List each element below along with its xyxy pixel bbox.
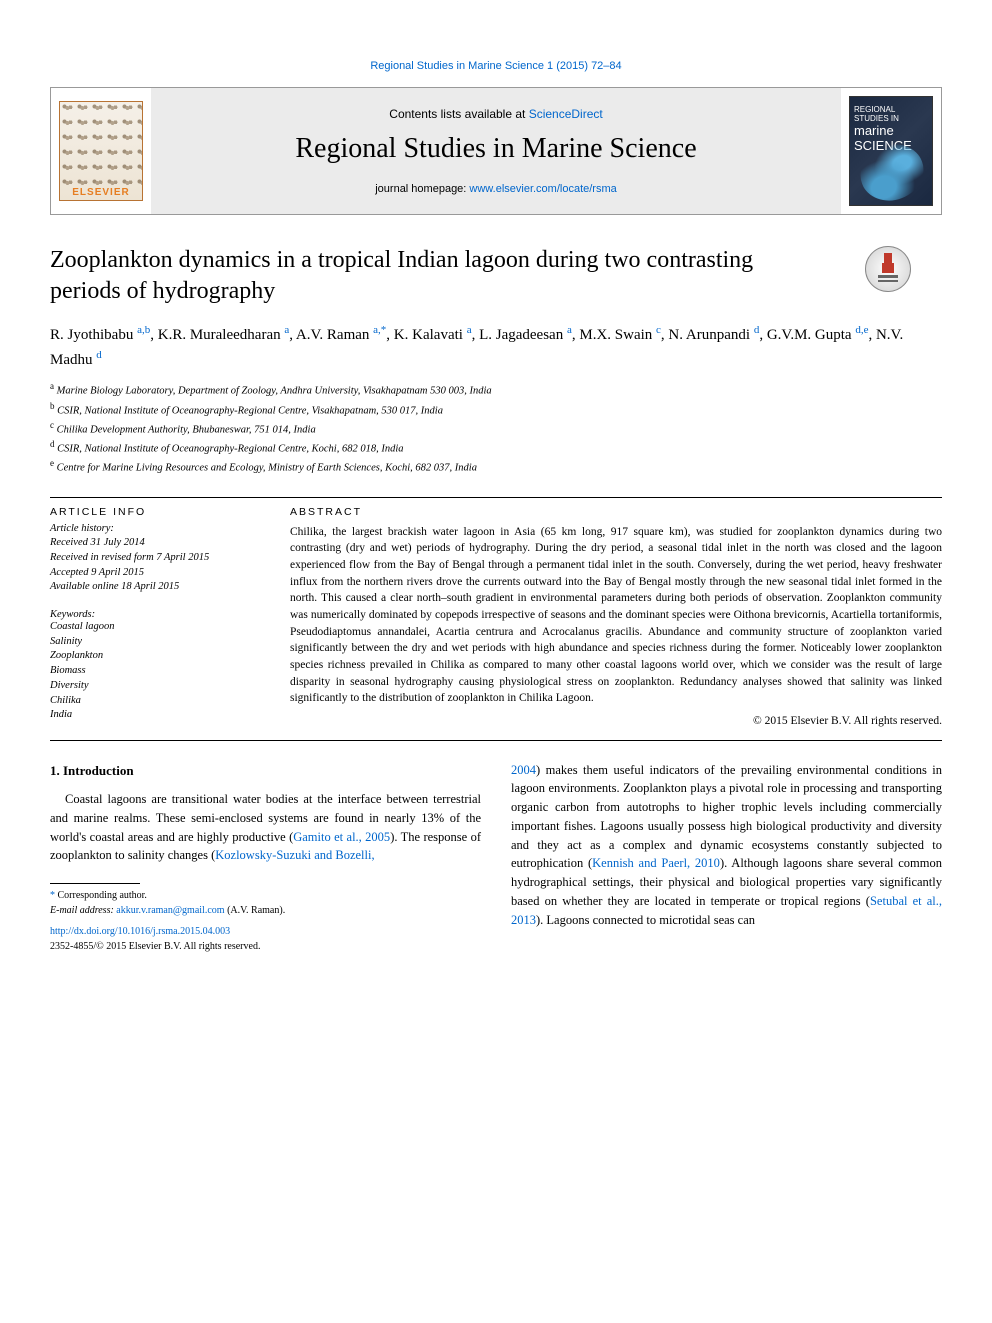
cover-big1: marine [854,123,928,138]
article-title: Zooplankton dynamics in a tropical India… [50,245,800,307]
footnotes: * Corresponding author. E-mail address: … [50,883,481,918]
abstract-heading: ABSTRACT [290,506,942,518]
section-number: 1. [50,763,60,778]
homepage-line: journal homepage: www.elsevier.com/locat… [375,183,617,195]
homepage-link[interactable]: www.elsevier.com/locate/rsma [469,183,616,195]
masthead-center: Contents lists available at ScienceDirec… [151,88,841,214]
email-label: E-mail address: [50,905,114,916]
cover-small-text: REGIONAL STUDIES IN [854,105,899,123]
abstract-text: Chilika, the largest brackish water lago… [290,524,942,707]
abstract-copyright: © 2015 Elsevier B.V. All rights reserved… [290,713,942,730]
doi-block: http://dx.doi.org/10.1016/j.rsma.2015.04… [50,924,481,954]
elsevier-logo-text: ELSEVIER [60,185,142,200]
rights-line: 2352-4855/© 2015 Elsevier B.V. All right… [50,941,260,952]
divider-bottom [50,740,942,741]
email-line: E-mail address: akkur.v.raman@gmail.com … [50,903,481,918]
journal-cover-thumb[interactable]: REGIONAL STUDIES IN marine SCIENCE [849,96,933,206]
corr-text: Corresponding author. [58,890,147,901]
title-block: Zooplankton dynamics in a tropical India… [50,245,942,307]
section-heading: 1. Introduction [50,761,481,781]
cover-cell: REGIONAL STUDIES IN marine SCIENCE [841,88,941,214]
journal-name: Regional Studies in Marine Science [295,133,696,165]
authors-line: R. Jyothibabu a,b, K.R. Muraleedharan a,… [50,322,942,372]
article-info: ARTICLE INFO Article history:Received 31… [50,506,260,730]
publisher-logo-cell: ELSEVIER [51,88,151,214]
body-paragraph-2: 2004) makes them useful indicators of th… [511,761,942,930]
article-history: Article history:Received 31 July 2014Rec… [50,522,260,595]
contents-line: Contents lists available at ScienceDirec… [389,107,602,121]
elsevier-tree-icon [60,102,142,185]
affiliations: a Marine Biology Laboratory, Department … [50,380,942,476]
info-abstract-row: ARTICLE INFO Article history:Received 31… [50,506,942,730]
email-attribution: (A.V. Raman). [227,905,285,916]
elsevier-logo[interactable]: ELSEVIER [59,101,143,201]
masthead: ELSEVIER Contents lists available at Sci… [50,87,942,215]
body-paragraph-1: Coastal lagoons are transitional water b… [50,790,481,865]
article-info-heading: ARTICLE INFO [50,506,260,518]
footnote-separator [50,883,140,884]
running-header: Regional Studies in Marine Science 1 (20… [50,60,942,72]
keywords-heading: Keywords: [50,609,260,620]
doi-link[interactable]: http://dx.doi.org/10.1016/j.rsma.2015.04… [50,926,230,937]
divider-top [50,497,942,498]
keywords-list: Coastal lagoonSalinityZooplanktonBiomass… [50,620,260,723]
section-title: Introduction [63,763,134,778]
sciencedirect-link[interactable]: ScienceDirect [529,107,603,121]
body-columns: 1. Introduction Coastal lagoons are tran… [50,761,942,955]
abstract: ABSTRACT Chilika, the largest brackish w… [290,506,942,730]
corresponding-author: * Corresponding author. [50,888,481,903]
crossmark-badge[interactable] [864,245,912,293]
crossmark-icon [864,245,912,293]
author-email-link[interactable]: akkur.v.raman@gmail.com [116,905,224,916]
contents-prefix: Contents lists available at [389,107,528,121]
homepage-prefix: journal homepage: [375,183,469,195]
